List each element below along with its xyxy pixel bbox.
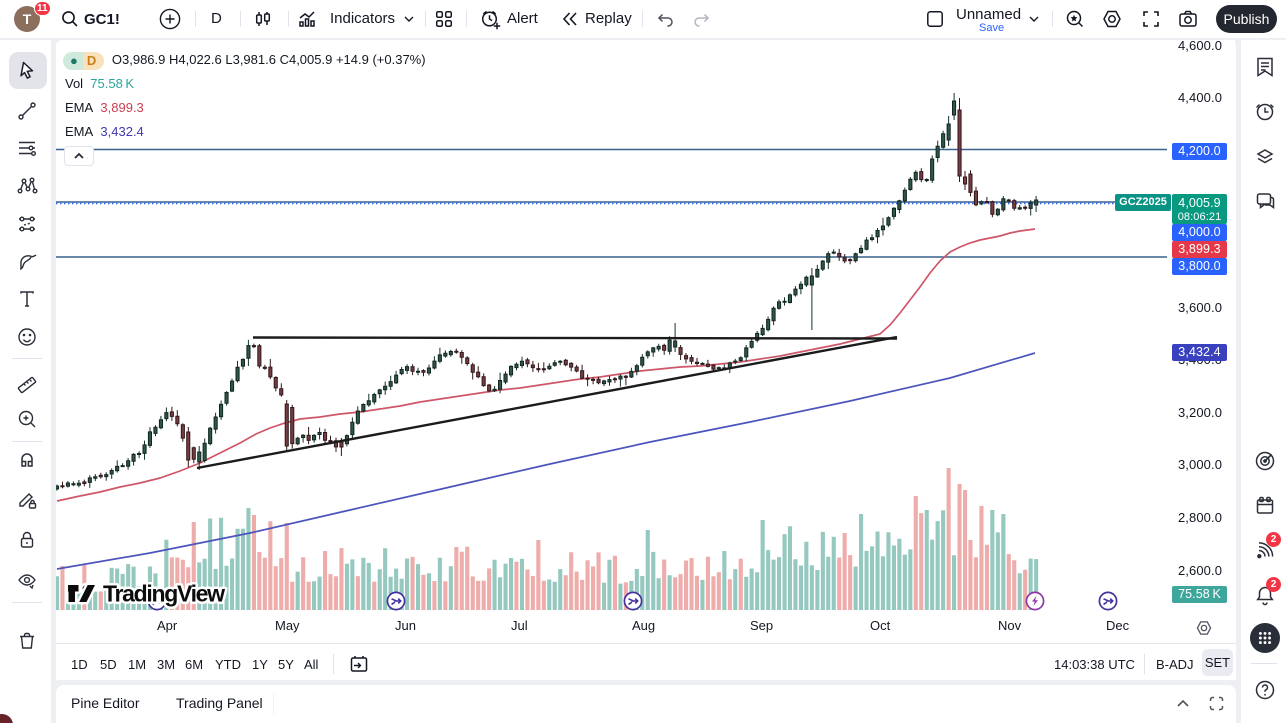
svg-text:TradingView: TradingView [103,581,225,607]
